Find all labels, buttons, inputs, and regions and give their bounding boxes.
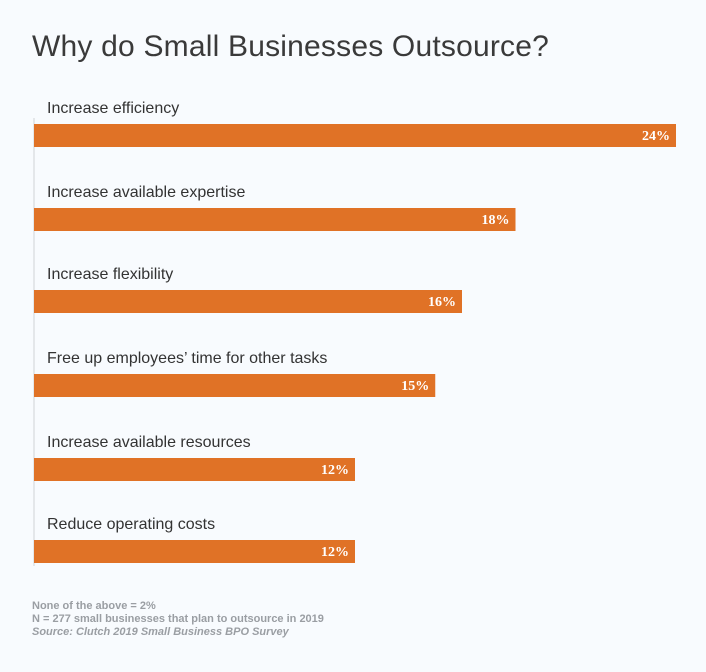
category-label: Increase available expertise xyxy=(47,184,245,201)
category-label: Increase flexibility xyxy=(47,266,173,283)
bar xyxy=(34,540,355,563)
bar xyxy=(34,124,676,147)
category-label: Reduce operating costs xyxy=(47,516,215,533)
note-source: Source: Clutch 2019 Small Business BPO S… xyxy=(32,626,289,638)
bar xyxy=(34,374,436,397)
note-none-of-above: None of the above = 2% xyxy=(32,600,156,612)
value-label: 12% xyxy=(321,545,349,560)
chart-notes: None of the above = 2% N = 277 small bus… xyxy=(32,600,324,639)
note-sample-size: N = 277 small businesses that plan to ou… xyxy=(32,613,324,625)
category-label: Increase available resources xyxy=(47,434,251,451)
category-label: Free up employees’ time for other tasks xyxy=(47,350,327,367)
bar xyxy=(34,290,462,313)
value-label: 16% xyxy=(428,295,456,310)
value-label: 24% xyxy=(642,129,670,144)
bar xyxy=(34,208,516,231)
value-label: 12% xyxy=(321,463,349,478)
category-label: Increase efficiency xyxy=(47,100,179,117)
value-label: 18% xyxy=(482,213,510,228)
value-label: 15% xyxy=(401,379,429,394)
chart-title: Why do Small Businesses Outsource? xyxy=(32,30,550,63)
bar xyxy=(34,458,355,481)
